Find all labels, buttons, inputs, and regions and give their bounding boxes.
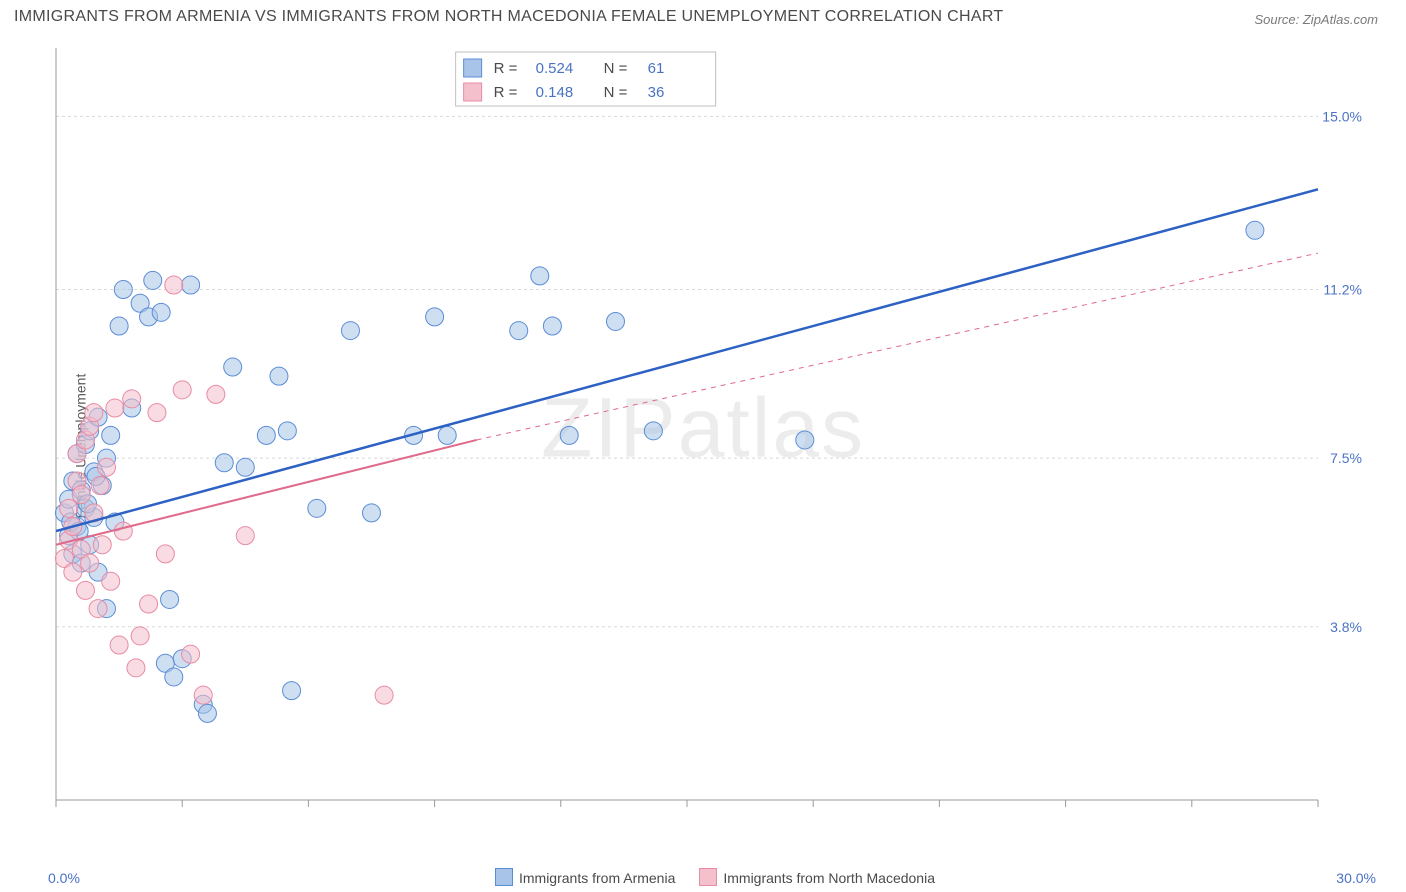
legend-swatch	[464, 83, 482, 101]
data-point	[140, 595, 158, 613]
data-point	[89, 600, 107, 618]
regression-line-macedonia	[56, 440, 477, 545]
x-axis-min-label: 0.0%	[48, 870, 80, 886]
data-point	[91, 477, 109, 495]
source-attribution: Source: ZipAtlas.com	[1254, 12, 1378, 27]
data-point	[102, 426, 120, 444]
data-point	[76, 581, 94, 599]
svg-text:R =: R =	[494, 60, 518, 77]
data-point	[127, 659, 145, 677]
regression-line-armenia	[56, 189, 1318, 531]
legend-swatch	[464, 59, 482, 77]
legend-swatch	[495, 868, 513, 886]
data-point	[1246, 221, 1264, 239]
data-point	[110, 636, 128, 654]
data-point	[236, 527, 254, 545]
data-point	[796, 431, 814, 449]
data-point	[131, 627, 149, 645]
svg-text:N =: N =	[604, 84, 628, 101]
data-point	[606, 312, 624, 330]
data-point	[198, 704, 216, 722]
data-point	[152, 303, 170, 321]
n-value: 36	[648, 84, 665, 101]
data-point	[123, 390, 141, 408]
data-point	[363, 504, 381, 522]
data-point	[106, 399, 124, 417]
data-point	[161, 590, 179, 608]
svg-text:N =: N =	[604, 60, 628, 77]
data-point	[194, 686, 212, 704]
data-point	[283, 682, 301, 700]
data-point	[270, 367, 288, 385]
svg-text:R =: R =	[494, 84, 518, 101]
regression-line-macedonia-extrapolated	[477, 253, 1318, 440]
data-point	[173, 381, 191, 399]
data-point	[215, 454, 233, 472]
data-point	[257, 426, 275, 444]
data-point	[182, 276, 200, 294]
data-point	[375, 686, 393, 704]
y-tick-label: 7.5%	[1330, 450, 1362, 466]
chart-title: IMMIGRANTS FROM ARMENIA VS IMMIGRANTS FR…	[14, 8, 1003, 26]
legend-label: Immigrants from Armenia	[519, 870, 675, 886]
r-value: 0.148	[536, 84, 574, 101]
data-point	[182, 645, 200, 663]
legend-swatch	[699, 868, 717, 886]
data-point	[93, 536, 111, 554]
r-value: 0.524	[536, 60, 574, 77]
legend-label: Immigrants from North Macedonia	[723, 870, 935, 886]
data-point	[72, 486, 90, 504]
data-point	[165, 276, 183, 294]
data-point	[207, 385, 225, 403]
data-point	[426, 308, 444, 326]
y-tick-label: 15.0%	[1322, 108, 1362, 124]
data-point	[236, 458, 254, 476]
data-point	[644, 422, 662, 440]
scatter-plot: 3.8% 7.5% 11.2% 15.0% R = 0.524 N = 61 R = 0.148 N…	[48, 40, 1368, 830]
y-tick-label: 11.2%	[1323, 282, 1362, 298]
bottom-legend: Immigrants from Armenia Immigrants from N…	[0, 868, 1406, 886]
data-point	[81, 554, 99, 572]
data-point	[278, 422, 296, 440]
y-tick-label: 3.8%	[1330, 619, 1362, 635]
data-point	[308, 499, 326, 517]
data-point	[102, 572, 120, 590]
data-point	[85, 404, 103, 422]
n-value: 61	[648, 60, 665, 77]
data-point	[165, 668, 183, 686]
data-point	[110, 317, 128, 335]
data-point	[156, 545, 174, 563]
data-point	[224, 358, 242, 376]
data-point	[64, 563, 82, 581]
data-point	[543, 317, 561, 335]
data-point	[438, 426, 456, 444]
data-point	[114, 522, 132, 540]
data-point	[531, 267, 549, 285]
data-point	[60, 499, 78, 517]
data-point	[114, 281, 132, 299]
data-point	[510, 322, 528, 340]
data-point	[148, 404, 166, 422]
data-point	[341, 322, 359, 340]
x-axis-max-label: 30.0%	[1336, 870, 1376, 886]
data-point	[97, 458, 115, 476]
data-point	[144, 271, 162, 289]
data-point	[560, 426, 578, 444]
